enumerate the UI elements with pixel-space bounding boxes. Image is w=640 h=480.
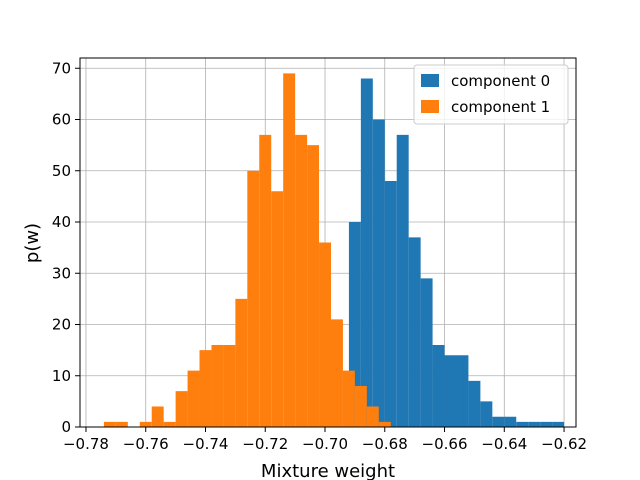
bar-component-1 [247,170,260,427]
bar-component-0 [384,181,397,427]
bar-component-0 [360,78,373,427]
bar-component-0 [372,119,385,427]
legend-swatch-component-1 [421,100,439,113]
bar-component-0 [396,134,409,427]
x-tick-label: −0.68 [362,435,408,453]
bar-component-1 [283,73,296,427]
x-tick-label: −0.72 [242,435,288,453]
bar-component-0 [552,421,565,427]
bar-component-0 [408,237,421,427]
bar-component-0 [504,416,517,427]
bar-component-0 [528,421,541,427]
y-tick-label: 30 [52,264,71,282]
x-tick-label: −0.62 [541,435,587,453]
bar-component-0 [468,380,481,427]
x-tick-label: −0.78 [63,435,109,453]
bar-component-1 [319,242,331,427]
x-tick-label: −0.76 [123,435,169,453]
x-tick-label: −0.64 [481,435,527,453]
histogram-bars [103,73,565,427]
bar-component-1 [175,391,188,427]
bar-component-0 [348,222,361,427]
x-tick-label: −0.74 [183,435,229,453]
bar-component-1 [378,421,391,427]
bar-component-1 [115,421,128,427]
legend-label-component-0: component 0 [451,72,550,90]
plot-frame [79,57,577,428]
bar-component-1 [342,370,355,427]
bar-component-1 [103,421,116,427]
bar-component-1 [330,319,343,427]
y-tick-label: 10 [52,367,71,385]
legend-label-component-1: component 1 [451,98,550,116]
bar-component-1 [211,345,224,427]
bar-component-0 [432,345,445,427]
bar-component-1 [366,406,379,427]
y-tick-label: 70 [52,59,71,77]
bar-component-0 [516,421,529,427]
bar-component-0 [492,416,505,427]
y-tick-label: 0 [61,418,71,436]
x-tick-label: −0.70 [302,435,348,453]
legend-swatch-component-0 [421,74,439,87]
bar-component-0 [444,355,457,427]
bar-component-1 [223,345,236,427]
bar-component-1 [235,298,248,427]
axis-ticks: −0.78 −0.76 −0.74 −0.72 −0.70 −0.68 −0.66 −0.64… [52,59,587,453]
bar-component-1 [199,350,212,427]
legend-frame [413,64,569,125]
bar-component-0 [480,401,493,427]
y-axis-label: p(w) [22,223,43,263]
y-tick-label: 40 [52,213,71,231]
y-tick-label: 20 [52,316,71,334]
bar-component-1 [163,421,176,427]
bar-component-1 [354,386,367,427]
bar-component-1 [271,191,284,427]
bar-component-1 [187,370,200,427]
bar-component-1 [295,134,308,427]
y-tick-label: 50 [52,162,71,180]
bar-component-1 [259,134,272,427]
bar-component-0 [420,278,433,427]
bar-component-0 [540,421,553,427]
x-tick-label: −0.66 [422,435,468,453]
x-axis-label: Mixture weight [261,461,395,480]
bar-component-1 [307,145,320,427]
bar-component-1 [139,421,152,427]
bar-component-1 [151,406,164,427]
legend: component 0 component 1 [413,64,569,125]
y-tick-label: 60 [52,111,71,129]
bar-component-0 [456,355,469,427]
